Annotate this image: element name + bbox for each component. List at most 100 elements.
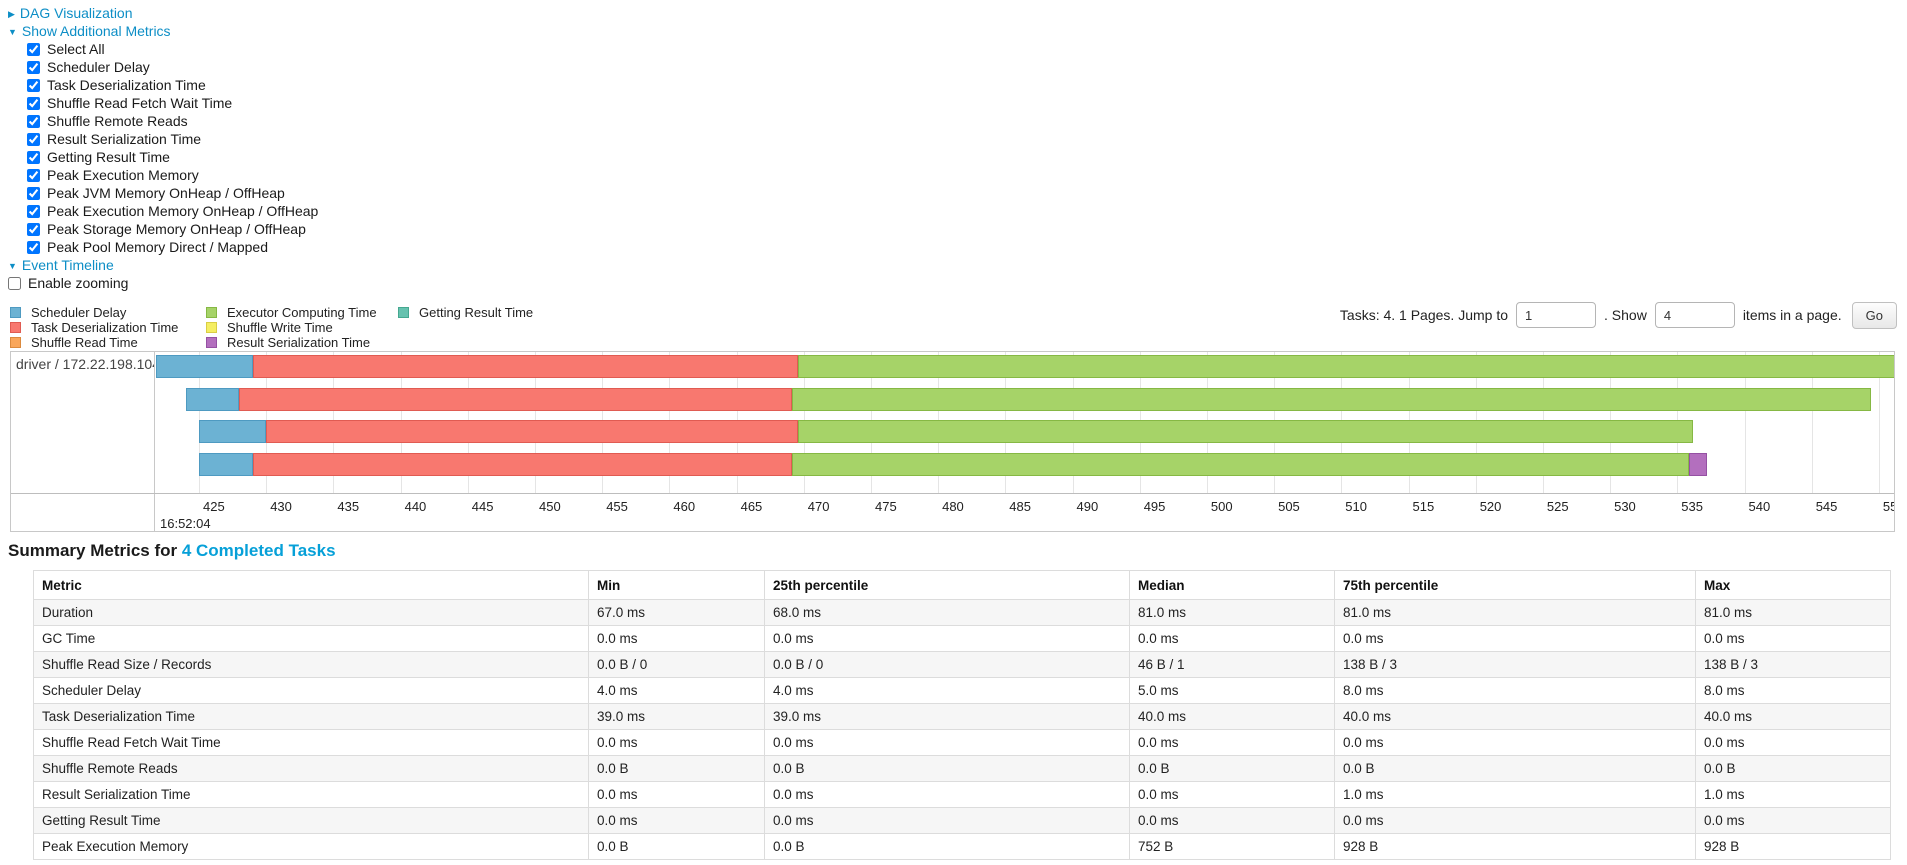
summary-metrics-table-container: Metric Min 25th percentile Median 75th perce… [33, 570, 1891, 860]
tasks-count-text: Tasks: 4. 1 Pages. Jump to [1339, 307, 1508, 323]
metric-value-cell: 4.0 ms [764, 677, 1130, 704]
jump-to-page-input[interactable] [1516, 302, 1596, 328]
metric-name-cell: Peak Execution Memory [33, 833, 589, 860]
metric-checkbox-select-all[interactable] [27, 43, 40, 56]
gridline [1744, 352, 1746, 493]
additional-metrics-checkbox-list: Select All Scheduler Delay Task Deserializ… [8, 40, 318, 256]
metric-checkbox-peak-execution-memory[interactable] [27, 169, 40, 182]
metric-row-scheduler-delay: Scheduler Delay [27, 58, 318, 76]
show-additional-metrics-link[interactable]: Show Additional Metrics [21, 23, 171, 39]
task-2-segment-scheduler-delay[interactable] [199, 420, 267, 443]
x-tick-label: 510 [1345, 499, 1367, 514]
metric-checkbox-getting-result-time[interactable] [27, 151, 40, 164]
column-header-25th-percentile: 25th percentile [764, 570, 1130, 600]
metric-name-cell: Shuffle Remote Reads [33, 755, 589, 782]
metric-checkbox-scheduler-delay[interactable] [27, 61, 40, 74]
legend-swatch-icon [206, 337, 217, 348]
dag-visualization-link[interactable]: DAG Visualization [19, 5, 133, 21]
metric-checkbox-peak-execution-memory-onheap-offheap[interactable] [27, 205, 40, 218]
gridline [1878, 352, 1880, 493]
metric-value-cell: 0.0 B [1334, 755, 1696, 782]
metric-value-cell: 39.0 ms [764, 703, 1130, 730]
metric-value-cell: 0.0 B [588, 833, 765, 860]
legend-label: Shuffle Write Time [227, 320, 333, 335]
metric-value-cell: 0.0 ms [764, 807, 1130, 834]
timeline-legend: Scheduler Delay Task Deserialization Time… [10, 305, 533, 350]
metric-checkbox-task-deserialization-time[interactable] [27, 79, 40, 92]
metric-value-cell: 0.0 ms [764, 781, 1130, 808]
x-tick-label: 515 [1412, 499, 1435, 514]
metric-checkbox-result-serialization-time[interactable] [27, 133, 40, 146]
metric-label-getting-result-time: Getting Result Time [27, 149, 170, 165]
event-timeline-toggle[interactable]: ▼ Event Timeline [8, 256, 318, 274]
dag-visualization-toggle[interactable]: ▶ DAG Visualization [8, 4, 318, 22]
legend-item-getting-result-time: Getting Result Time [398, 305, 533, 320]
legend-label: Shuffle Read Time [31, 335, 138, 350]
enable-zooming-checkbox[interactable] [8, 277, 21, 290]
x-tick-label: 485 [1009, 499, 1031, 514]
metric-value-cell: 752 B [1129, 833, 1335, 860]
task-3-segment-scheduler-delay[interactable] [199, 453, 253, 476]
metric-name-cell: Task Deserialization Time [33, 703, 589, 730]
metric-checkbox-shuffle-read-fetch-wait-time[interactable] [27, 97, 40, 110]
task-1-segment-scheduler-delay[interactable] [185, 388, 240, 411]
metric-value-cell: 0.0 ms [1334, 729, 1696, 756]
task-3-segment-executor-computing-time[interactable] [791, 453, 1690, 476]
metric-value-cell: 40.0 ms [1334, 703, 1696, 730]
task-3-segment-task-deserialization-time[interactable] [252, 453, 792, 476]
metric-name-cell: Shuffle Read Fetch Wait Time [33, 729, 589, 756]
metric-label-result-serialization-time: Result Serialization Time [27, 131, 201, 147]
metric-row-peak-execution-memory: Peak Execution Memory 0.0 B 0.0 B 752 B 928 … [33, 833, 1891, 860]
legend-label: Getting Result Time [419, 305, 534, 320]
items-in-page-text: items in a page. [1742, 307, 1842, 323]
metric-row-shuffle-read-fetch-wait-time: Shuffle Read Fetch Wait Time [27, 94, 318, 112]
x-tick-label: 460 [673, 499, 696, 514]
task-2-segment-executor-computing-time[interactable] [798, 420, 1694, 443]
metric-checkbox-peak-jvm-memory-onheap-offheap[interactable] [27, 187, 40, 200]
metric-value-cell: 138 B / 3 [1334, 651, 1696, 678]
metric-row-peak-storage-memory-onheap-offheap: Peak Storage Memory OnHeap / OffHeap [27, 220, 318, 238]
metric-checkbox-peak-pool-memory-direct-mapped[interactable] [27, 241, 40, 254]
metric-label-scheduler-delay: Scheduler Delay [27, 59, 150, 75]
items-per-page-input[interactable] [1654, 302, 1735, 328]
task-0-segment-task-deserialization-time[interactable] [252, 355, 799, 378]
x-axis-line [11, 493, 1894, 494]
metric-row-shuffle-remote-reads: Shuffle Remote Reads 0.0 B 0.0 B 0.0 B 0.0 B… [33, 755, 1891, 782]
legend-item-shuffle-read-time: Shuffle Read Time [10, 335, 206, 350]
task-0-segment-executor-computing-time[interactable] [798, 355, 1894, 378]
metric-row-task-deserialization-time: Task Deserialization Time [27, 76, 318, 94]
show-additional-metrics-toggle[interactable]: ▼ Show Additional Metrics [8, 22, 318, 40]
metric-value-cell: 0.0 B [764, 833, 1130, 860]
metric-row-peak-execution-memory-onheap-offheap: Peak Execution Memory OnHeap / OffHeap [27, 202, 318, 220]
task-3-segment-result-serialization-time[interactable] [1689, 453, 1707, 476]
metric-value-cell: 0.0 B / 0 [588, 651, 765, 678]
metric-row-result-serialization-time: Result Serialization Time 0.0 ms 0.0 ms 0.0… [33, 781, 1891, 808]
go-button[interactable]: Go [1851, 301, 1897, 329]
task-2-segment-task-deserialization-time[interactable] [266, 420, 799, 443]
axis-start-time-label: 16:52:04 [160, 516, 211, 531]
task-1-segment-task-deserialization-time[interactable] [239, 388, 792, 411]
summary-header-row: Metric Min 25th percentile Median 75th perce… [33, 570, 1891, 600]
event-timeline-link[interactable]: Event Timeline [21, 257, 114, 273]
legend-item-executor-computing-time: Executor Computing Time [206, 305, 398, 320]
task-1-segment-executor-computing-time[interactable] [791, 388, 1871, 411]
task-0-segment-scheduler-delay[interactable] [156, 355, 253, 378]
metric-value-cell: 0.0 ms [588, 729, 765, 756]
metric-value-cell: 81.0 ms [1334, 599, 1696, 626]
metric-label-peak-execution-memory: Peak Execution Memory [27, 167, 199, 183]
x-tick-label: 540 [1748, 499, 1771, 514]
legend-label: Task Deserialization Time [31, 320, 179, 335]
metric-checkbox-peak-storage-memory-onheap-offheap[interactable] [27, 223, 40, 236]
metric-row-shuffle-remote-reads: Shuffle Remote Reads [27, 112, 318, 130]
metric-checkbox-shuffle-remote-reads[interactable] [27, 115, 40, 128]
collapsed-arrow-icon: ▶ [8, 9, 15, 19]
x-tick-label: 435 [337, 499, 360, 514]
legend-swatch-icon [10, 322, 21, 333]
metric-value-cell: 67.0 ms [588, 599, 765, 626]
metric-value-cell: 40.0 ms [1129, 703, 1335, 730]
completed-tasks-link[interactable]: 4 Completed Tasks [181, 541, 336, 560]
event-timeline-chart: driver / 172.22.198.104 425 430 435 440 445 4… [10, 351, 1895, 532]
x-tick-label: 530 [1614, 499, 1636, 514]
x-tick-label: 500 [1210, 499, 1233, 514]
